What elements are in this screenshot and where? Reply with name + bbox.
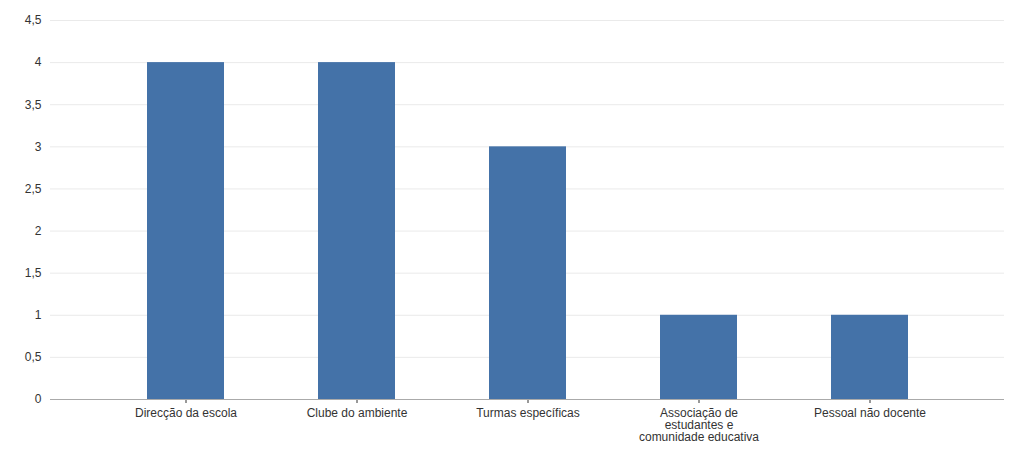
svg-text:3: 3 bbox=[35, 140, 42, 154]
svg-text:0: 0 bbox=[35, 392, 42, 406]
svg-text:4: 4 bbox=[35, 55, 42, 69]
svg-text:1,5: 1,5 bbox=[25, 266, 42, 280]
svg-text:2,5: 2,5 bbox=[25, 182, 42, 196]
svg-text:Pessoal não docente: Pessoal não docente bbox=[814, 406, 926, 420]
svg-text:2: 2 bbox=[35, 224, 42, 238]
svg-text:4,5: 4,5 bbox=[25, 13, 42, 27]
svg-text:Associação deestudantes ecomun: Associação deestudantes ecomunidade educ… bbox=[639, 406, 759, 444]
svg-text:3,5: 3,5 bbox=[25, 98, 42, 112]
svg-text:1: 1 bbox=[35, 308, 42, 322]
svg-text:0,5: 0,5 bbox=[25, 350, 42, 364]
svg-text:Direcção da escola: Direcção da escola bbox=[135, 406, 237, 420]
svg-text:Clube do ambiente: Clube do ambiente bbox=[307, 406, 408, 420]
svg-text:Turmas específicas: Turmas específicas bbox=[476, 406, 580, 420]
